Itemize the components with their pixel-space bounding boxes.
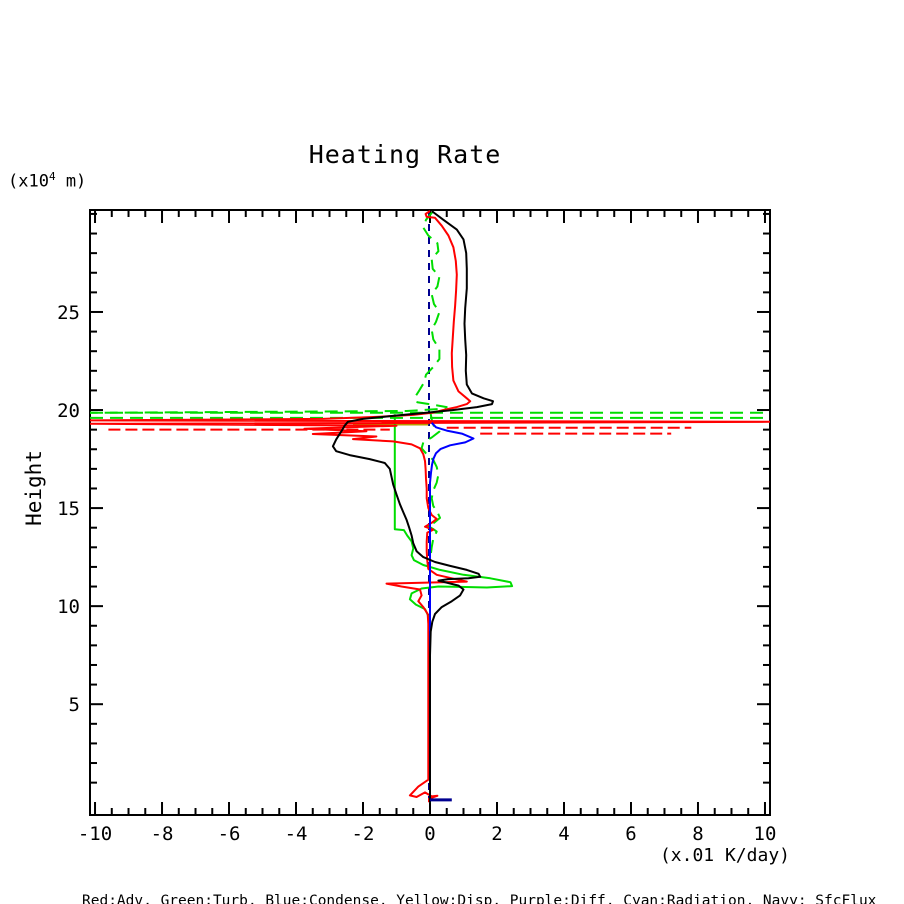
x-tick-label: 2 bbox=[491, 823, 502, 845]
x-tick-label: 10 bbox=[754, 823, 777, 845]
x-tick-label: -4 bbox=[285, 823, 308, 845]
x-tick-label: 8 bbox=[692, 823, 703, 845]
y-tick-label: 20 bbox=[57, 400, 80, 422]
series-adv-red-solid bbox=[90, 210, 770, 803]
legend-text: Red:Adv, Green:Turb, Blue:Condense, Yell… bbox=[82, 893, 877, 904]
series-turb-green-solid bbox=[393, 414, 514, 803]
y-tick-label: 15 bbox=[57, 498, 80, 520]
x-tick-label: 4 bbox=[558, 823, 569, 845]
series-turb-green-dashed bbox=[90, 210, 448, 414]
y-unit-suffix: m) bbox=[55, 171, 87, 192]
y-tick-label: 25 bbox=[57, 302, 80, 324]
x-tick-label: -2 bbox=[352, 823, 375, 845]
x-tick-label: -10 bbox=[78, 823, 112, 845]
y-unit-prefix: (x10 bbox=[8, 171, 49, 192]
x-tick-label: 6 bbox=[625, 823, 636, 845]
x-tick-label: -6 bbox=[218, 823, 241, 845]
x-tick-label: 0 bbox=[424, 823, 435, 845]
chart-title: Heating Rate bbox=[308, 140, 502, 169]
y-unit-exponent: 4 bbox=[48, 170, 56, 183]
x-axis-unit-label: (x.01 K/day) bbox=[659, 845, 790, 866]
series-turb-green-dashed bbox=[420, 413, 441, 571]
series-total-black bbox=[331, 210, 494, 803]
y-tick-label: 5 bbox=[69, 694, 80, 716]
x-tick-label: -8 bbox=[151, 823, 174, 845]
y-tick-label: 10 bbox=[57, 596, 80, 618]
y-axis-unit-label: (x104 m) bbox=[8, 170, 86, 192]
